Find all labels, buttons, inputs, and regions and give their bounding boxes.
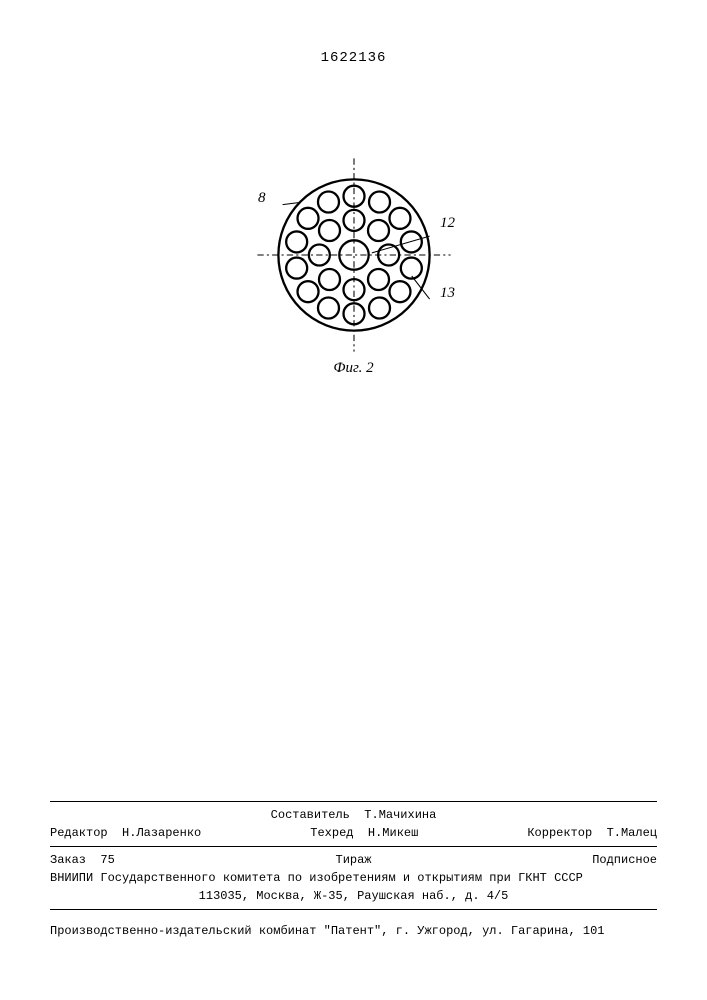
order-label: Заказ (50, 853, 86, 867)
tech-block: Техред Н.Микеш (310, 824, 418, 842)
corrector-label: Корректор (527, 826, 592, 840)
printer-line: Производственно-издательский комбинат "П… (50, 922, 657, 940)
tirazh-label: Тираж (336, 851, 372, 869)
compiler-label: Составитель (271, 808, 350, 822)
corrector-block: Корректор Т.Малец (527, 824, 657, 842)
diagram-svg (204, 150, 504, 360)
institution-line2: 113035, Москва, Ж-35, Раушская наб., д. … (50, 887, 657, 905)
editor-label: Редактор (50, 826, 108, 840)
tech-name: Н.Микеш (368, 826, 418, 840)
editor-block: Редактор Н.Лазаренко (50, 824, 201, 842)
editor-name: Н.Лазаренко (122, 826, 201, 840)
document-number: 1622136 (0, 50, 707, 66)
tech-label: Техред (310, 826, 353, 840)
figure-label-8: 8 (258, 190, 266, 207)
footer-rule-top (50, 801, 657, 802)
figure-label-12: 12 (440, 215, 455, 232)
order-block: Заказ 75 (50, 851, 115, 869)
order-number: 75 (100, 853, 114, 867)
figure-label-13: 13 (440, 285, 455, 302)
compiler-line: Составитель Т.Мачихина (50, 806, 657, 824)
compiler-name: Т.Мачихина (364, 808, 436, 822)
order-row: Заказ 75 Тираж Подписное (50, 851, 657, 869)
figure-caption: Фиг. 2 (0, 360, 707, 377)
institution-line1: ВНИИПИ Государственного комитета по изоб… (50, 869, 657, 887)
credits-row: Редактор Н.Лазаренко Техред Н.Микеш Корр… (50, 824, 657, 842)
footer: Составитель Т.Мачихина Редактор Н.Лазаре… (50, 797, 657, 940)
corrector-name: Т.Малец (607, 826, 657, 840)
sign-label: Подписное (592, 851, 657, 869)
footer-rule-bottom (50, 909, 657, 910)
footer-rule-mid (50, 846, 657, 847)
